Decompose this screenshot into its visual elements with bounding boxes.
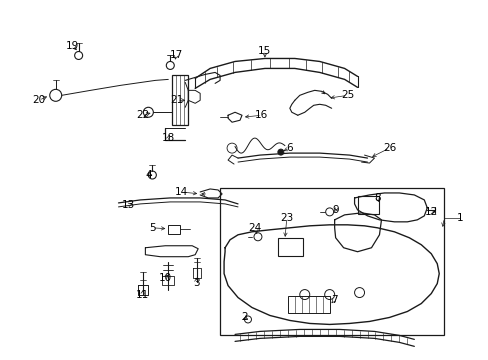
Bar xyxy=(277,238,302,256)
Text: 22: 22 xyxy=(136,110,149,120)
Text: 4: 4 xyxy=(145,170,151,180)
Text: 3: 3 xyxy=(192,278,199,288)
Text: 13: 13 xyxy=(122,200,135,210)
Bar xyxy=(172,75,188,125)
Text: 20: 20 xyxy=(32,95,45,105)
Text: 24: 24 xyxy=(248,223,261,233)
Bar xyxy=(220,188,443,336)
Text: 14: 14 xyxy=(174,187,187,197)
Circle shape xyxy=(253,233,262,241)
Text: 5: 5 xyxy=(149,223,155,233)
Text: 18: 18 xyxy=(162,133,175,143)
Circle shape xyxy=(277,149,283,155)
Text: 7: 7 xyxy=(331,294,337,305)
Text: 11: 11 xyxy=(136,289,149,300)
Text: 1: 1 xyxy=(456,213,463,223)
Text: 8: 8 xyxy=(373,193,380,203)
Text: 6: 6 xyxy=(286,143,292,153)
Text: 9: 9 xyxy=(332,205,338,215)
Text: 12: 12 xyxy=(424,207,437,217)
Text: 26: 26 xyxy=(382,143,395,153)
Bar xyxy=(357,196,379,214)
Text: 16: 16 xyxy=(255,110,268,120)
Text: 23: 23 xyxy=(280,213,293,223)
Text: 19: 19 xyxy=(66,41,79,50)
Text: 10: 10 xyxy=(159,273,171,283)
Text: 2: 2 xyxy=(241,312,248,323)
Bar xyxy=(287,296,329,314)
Text: 15: 15 xyxy=(258,45,271,55)
Text: 25: 25 xyxy=(340,90,353,100)
Bar xyxy=(168,225,180,234)
Text: 21: 21 xyxy=(170,95,183,105)
Text: 17: 17 xyxy=(169,50,183,60)
